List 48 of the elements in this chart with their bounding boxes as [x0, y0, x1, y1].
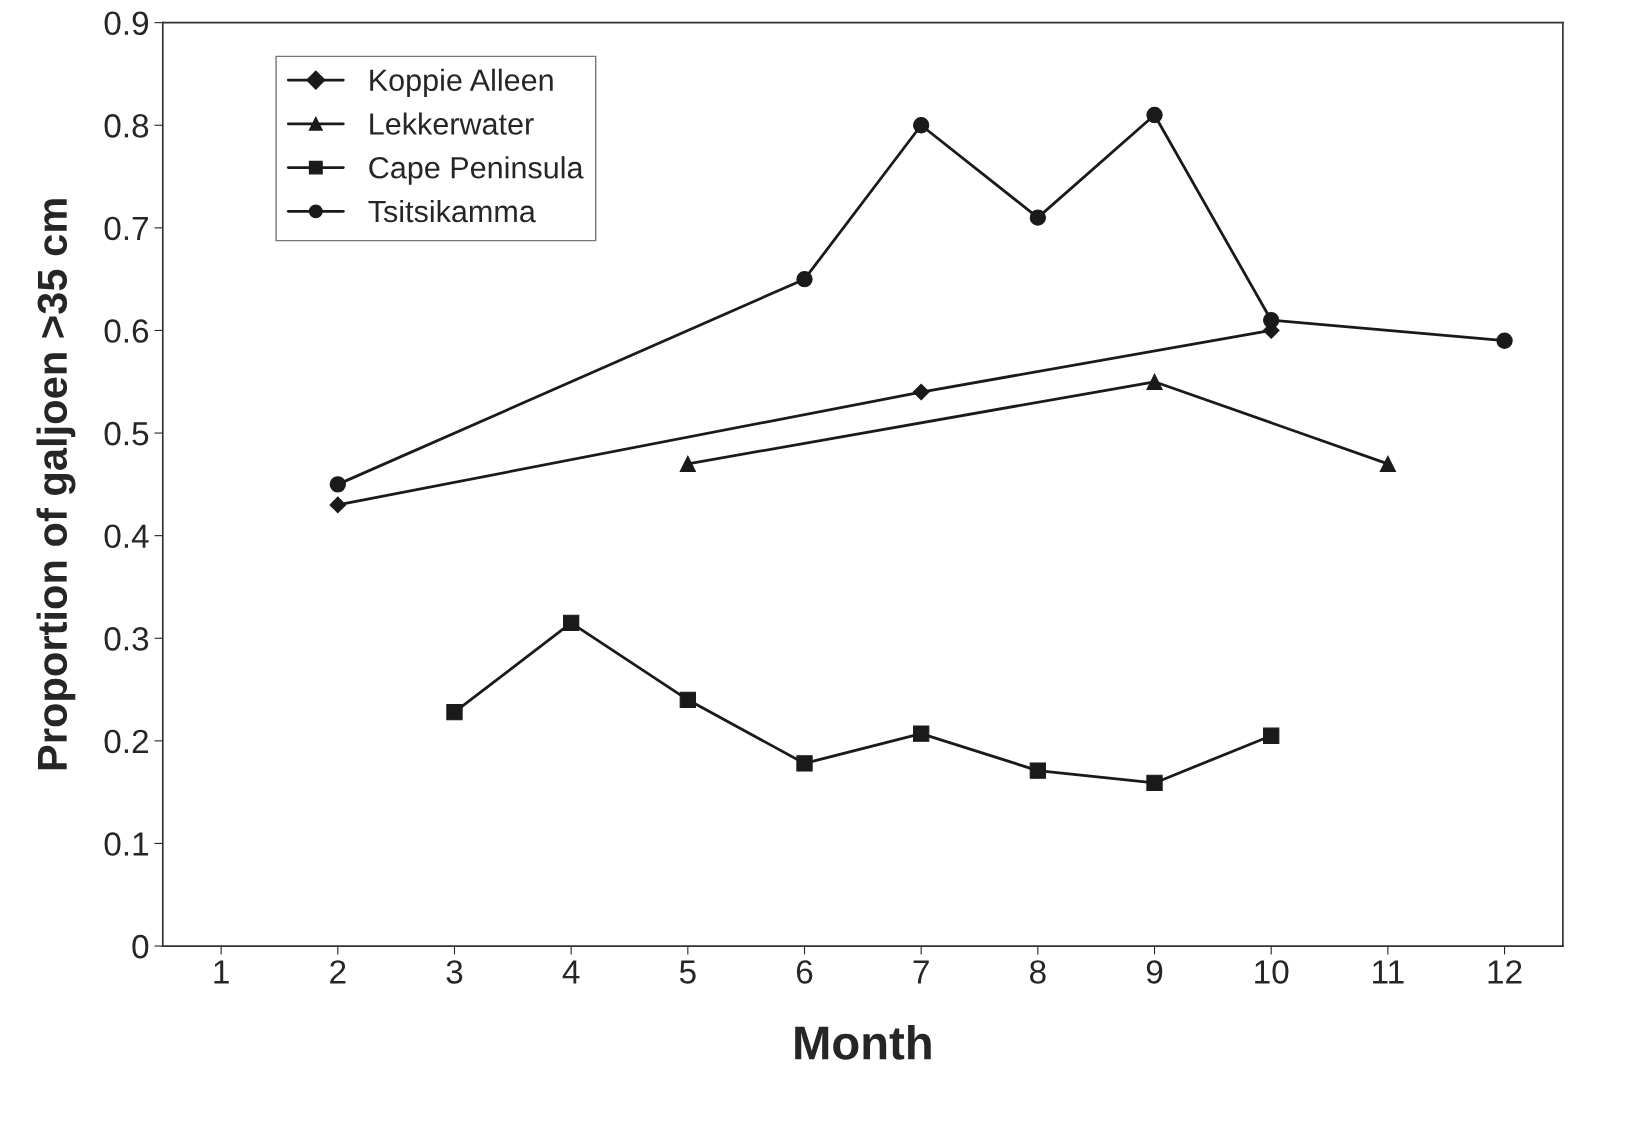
- point: [329, 476, 346, 493]
- point: [679, 455, 696, 472]
- y-tick-label: 0.6: [104, 319, 149, 343]
- point: [796, 755, 813, 772]
- point: [913, 725, 930, 742]
- point: [1146, 373, 1163, 390]
- point: [1263, 312, 1280, 329]
- point: [1029, 762, 1047, 779]
- x-tick-label: 5: [679, 960, 696, 984]
- x-tick-label: 4: [562, 960, 580, 984]
- x-tick-label: 1: [214, 960, 229, 984]
- point: [912, 383, 930, 401]
- y-tick-label: 0.7: [104, 216, 148, 241]
- y-tick-label: 0.8: [104, 114, 149, 138]
- y-tick-label: 0.1: [104, 832, 148, 856]
- y-axis-title: Proportion of galjoen >35 cm: [36, 199, 76, 770]
- y-tick-label: 0.5: [104, 421, 149, 446]
- legend-label: Koppie Alleen: [370, 68, 553, 98]
- x-tick-label: 9: [1146, 960, 1163, 984]
- point: [563, 614, 580, 632]
- point: [1379, 455, 1397, 472]
- point: [679, 691, 696, 708]
- y-tick-label: 0.3: [104, 627, 149, 651]
- y-tick-label: 0: [132, 934, 149, 959]
- point: [1263, 727, 1280, 744]
- point: [1496, 332, 1513, 349]
- y-tick-label: 0.4: [104, 524, 149, 549]
- x-tick-label: 2: [330, 960, 346, 984]
- point: [329, 496, 347, 514]
- x-tick-label: 6: [796, 960, 813, 984]
- x-axis-title: Month: [795, 1025, 931, 1060]
- x-tick-label: 7: [913, 960, 929, 984]
- point: [913, 117, 930, 134]
- point: [1029, 209, 1047, 226]
- x-tick-label: 3: [446, 960, 463, 984]
- x-tick-label: 11: [1373, 960, 1404, 984]
- x-tick-label: 8: [1030, 960, 1046, 984]
- legend-label: Tsitsikamma: [368, 199, 536, 223]
- y-tick-label: 0.2: [104, 729, 148, 754]
- x-tick-label: 12: [1488, 960, 1522, 984]
- point: [1146, 774, 1163, 792]
- point: [446, 703, 463, 721]
- point: [796, 271, 813, 288]
- legend-label: Lekkerwater: [370, 112, 534, 135]
- legend-label: Cape Peninsula: [369, 156, 584, 185]
- y-tick-label: 0.9: [104, 11, 149, 36]
- point: [1146, 106, 1163, 124]
- x-tick-label: 10: [1255, 960, 1289, 984]
